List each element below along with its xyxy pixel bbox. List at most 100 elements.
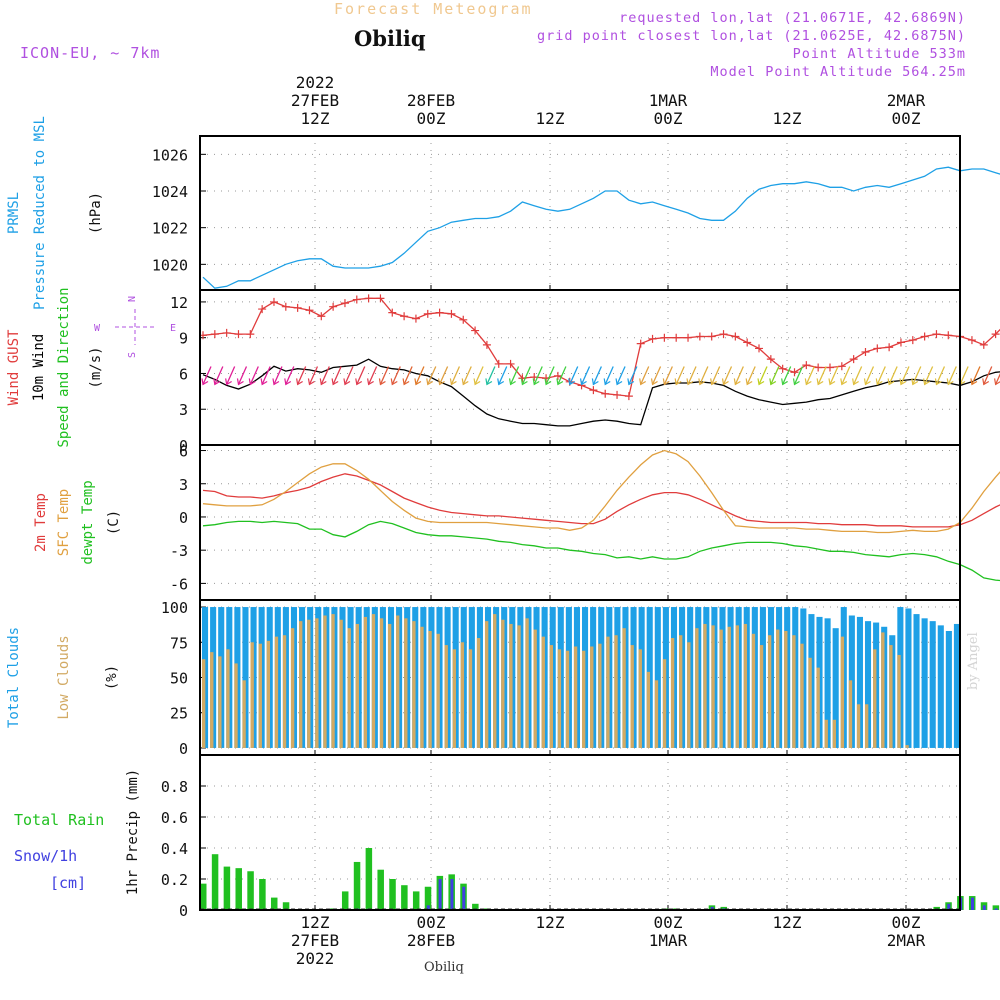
- wind-direction-arrow: [959, 366, 969, 385]
- y-tick-label: 0: [179, 437, 188, 455]
- low-cloud-bar: [412, 621, 416, 748]
- gust-marker: [944, 331, 953, 340]
- wind-direction-arrow: [580, 366, 591, 385]
- gust-marker: [991, 330, 1000, 339]
- gust-marker: [234, 330, 243, 339]
- snow-bar: [450, 879, 454, 910]
- low-cloud-bar: [646, 671, 651, 748]
- total-cloud-bar: [937, 625, 944, 748]
- wind-direction-arrow: [368, 366, 378, 385]
- low-cloud-bar: [541, 636, 545, 748]
- series-line: [202, 166, 1000, 289]
- wind-direction-arrow: [462, 366, 472, 385]
- wind-direction-arrow: [214, 366, 224, 385]
- gust-marker: [340, 299, 349, 308]
- wind-arrow-head: [970, 378, 978, 386]
- y-tick-label: 100: [161, 599, 188, 617]
- wind-arrow-head: [733, 378, 741, 386]
- low-cloud-bar: [347, 628, 351, 748]
- wind-direction-arrow: [308, 366, 319, 385]
- wind-direction-arrow: [545, 366, 555, 385]
- wind-direction-arrow: [249, 366, 259, 385]
- wind-arrow-head: [852, 378, 859, 386]
- gust-marker: [435, 308, 444, 317]
- wind-arrow-head: [828, 378, 836, 386]
- wind-direction-arrow: [498, 366, 508, 385]
- total-cloud-bar: [832, 628, 839, 748]
- low-cloud-bar: [517, 625, 521, 748]
- model-point-altitude: Model Point Altitude 564.25m: [710, 64, 966, 80]
- low-cloud-bar: [784, 631, 788, 748]
- gust-marker: [305, 306, 314, 315]
- wind-arrow-head: [710, 378, 717, 386]
- wind-arrow-head: [449, 378, 457, 386]
- wind-direction-arrow: [640, 366, 650, 385]
- panel-label: dewpt Temp: [80, 480, 96, 564]
- y-tick-label: 0.2: [161, 871, 188, 889]
- time-label: 2022: [295, 73, 335, 92]
- gust-marker: [317, 312, 326, 321]
- total-cloud-bar: [905, 608, 912, 748]
- gust-marker: [672, 333, 681, 342]
- series-line: [202, 449, 1000, 534]
- low-cloud-bar: [501, 619, 505, 748]
- total-cloud-bar: [913, 614, 920, 748]
- wind-direction-arrow: [805, 366, 815, 385]
- gust-marker: [814, 363, 823, 372]
- low-cloud-bar: [832, 719, 836, 748]
- rain-bar: [401, 885, 408, 910]
- y-tick-label: 1020: [152, 256, 188, 274]
- wind-direction-arrow: [675, 366, 685, 385]
- total-cloud-bar: [824, 618, 831, 748]
- low-cloud-bar: [687, 642, 691, 748]
- rain-label: Total Rain: [14, 811, 104, 829]
- wind-direction-arrow: [651, 366, 662, 385]
- gust-marker: [707, 332, 716, 341]
- low-cloud-bar: [493, 614, 497, 748]
- panel-label: Total Clouds: [6, 627, 22, 728]
- wind-direction-arrow: [509, 366, 520, 385]
- gust-marker: [352, 295, 361, 304]
- gust-marker: [471, 326, 480, 335]
- gust-marker: [388, 308, 397, 317]
- time-label: 2022: [295, 949, 335, 968]
- low-cloud-bar: [824, 719, 828, 748]
- requested-coordinates: requested lon,lat (21.0671E, 42.6869N): [619, 10, 966, 26]
- snow-label: Snow/1h: [14, 847, 77, 865]
- low-cloud-bar: [420, 626, 424, 748]
- wind-arrow-head: [923, 378, 930, 386]
- rain-bar: [353, 861, 361, 910]
- wind-direction-arrow: [486, 366, 496, 385]
- gust-marker: [861, 348, 870, 356]
- wind-arrow-head: [615, 378, 623, 386]
- wind-arrow-head: [307, 378, 315, 386]
- rain-bar: [472, 903, 479, 910]
- wind-arrow-head: [248, 378, 256, 386]
- wind-direction-arrow: [758, 366, 768, 385]
- low-cloud-bar: [484, 621, 489, 748]
- snow-bar: [438, 879, 442, 910]
- time-label: 00Z: [416, 913, 446, 932]
- wind-direction-arrow: [237, 366, 248, 385]
- wind-direction-arrow: [711, 366, 721, 385]
- low-cloud-bar: [889, 645, 893, 748]
- y-tick-label: 50: [170, 670, 188, 688]
- y-tick-label: -6: [170, 575, 188, 593]
- wind-direction-arrow: [285, 366, 295, 385]
- wind-direction-arrow: [533, 366, 543, 385]
- y-tick-label: -3: [170, 542, 188, 560]
- low-cloud-bar: [355, 623, 359, 748]
- panel-unit: (m/s): [88, 346, 104, 388]
- wind-direction-arrow: [912, 366, 922, 385]
- wind-arrow-head: [272, 378, 280, 386]
- wind-arrow-head: [887, 378, 895, 386]
- y-tick-label: 12: [170, 294, 188, 312]
- wind-direction-arrow: [616, 366, 626, 385]
- wind-direction-arrow: [947, 366, 957, 385]
- point-altitude: Point Altitude 533m: [792, 46, 966, 62]
- wind-arrow-head: [260, 378, 268, 386]
- wind-arrow-head: [757, 378, 765, 386]
- low-cloud-bar: [759, 645, 764, 748]
- time-label: 00Z: [416, 109, 446, 128]
- low-cloud-bar: [234, 663, 238, 748]
